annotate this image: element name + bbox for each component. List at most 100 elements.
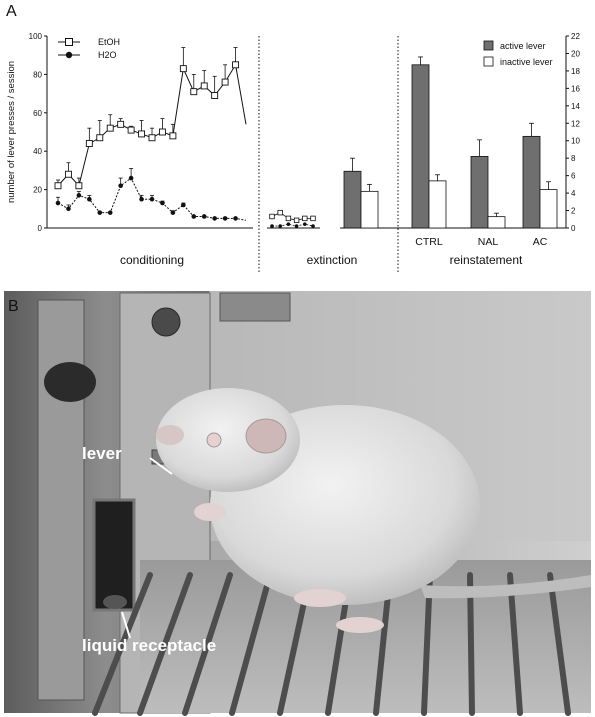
receptacle-opening xyxy=(92,498,136,612)
right-tick-label: 6 xyxy=(571,172,576,181)
legend-h2o-marker xyxy=(65,51,73,59)
point-h2o xyxy=(160,200,165,206)
bar-active xyxy=(411,64,430,229)
extinction-point-h2o xyxy=(311,224,315,228)
point-h2o xyxy=(97,210,103,215)
bar-inactive xyxy=(539,189,558,229)
section-conditioning: conditioning xyxy=(120,253,184,267)
right-tick-label: 2 xyxy=(571,207,576,216)
point-etoh xyxy=(221,78,229,86)
point-etoh xyxy=(211,92,219,99)
point-h2o xyxy=(128,175,134,181)
legend-etoh-marker xyxy=(65,38,73,46)
point-h2o xyxy=(139,196,144,202)
extinction-plot xyxy=(269,209,316,228)
right-tick-label: 22 xyxy=(571,32,580,41)
lever-pointer xyxy=(149,457,173,475)
right-tick-label: 4 xyxy=(571,189,576,198)
bar-category-label: AC xyxy=(533,236,548,248)
right-tick-label: 18 xyxy=(571,67,580,76)
point-etoh xyxy=(127,126,135,134)
label-lever: lever xyxy=(82,444,122,463)
bar-inactive xyxy=(428,180,447,229)
conditioning-plot xyxy=(54,47,247,221)
legend-etoh: EtOH xyxy=(98,37,120,47)
panel-rail xyxy=(37,299,85,701)
rat-head xyxy=(156,388,300,492)
rat-snout xyxy=(156,425,184,445)
cue-light xyxy=(44,362,96,402)
point-etoh xyxy=(148,134,156,142)
point-h2o xyxy=(222,216,228,221)
bar-active xyxy=(343,170,362,229)
point-etoh xyxy=(64,170,72,178)
point-etoh xyxy=(54,182,62,190)
extinction-point-h2o xyxy=(294,224,299,228)
point-etoh xyxy=(75,182,83,190)
point-etoh xyxy=(85,140,93,147)
legend-h2o: H2O xyxy=(98,50,117,60)
extinction-point-etoh xyxy=(277,209,283,216)
point-h2o xyxy=(76,193,82,198)
left-tick-label: 20 xyxy=(33,186,42,195)
point-etoh xyxy=(117,120,125,128)
legend-active-swatch xyxy=(483,40,494,51)
bar-active xyxy=(522,135,541,229)
extinction-point-etoh xyxy=(310,215,316,222)
extinction-point-h2o xyxy=(278,224,283,228)
point-etoh xyxy=(96,134,104,142)
left-tick-label: 60 xyxy=(33,109,42,118)
right-tick-label: 12 xyxy=(571,119,580,128)
label-liquid-receptacle: liquid receptacle xyxy=(82,636,216,655)
point-h2o xyxy=(66,206,71,212)
left-tick-label: 100 xyxy=(29,32,43,41)
y-axis-title: number of lever presses / session xyxy=(6,61,17,203)
rat-tail xyxy=(420,575,591,599)
extinction-point-h2o xyxy=(303,222,307,226)
rat-forepaw xyxy=(194,503,226,521)
bar-legend: active lever inactive lever xyxy=(483,40,553,67)
right-tick-label: 16 xyxy=(571,84,580,93)
rat-hindpaw-2 xyxy=(336,617,384,633)
photo-panel: lever liquid receptacle xyxy=(4,291,591,716)
receptacle-cup xyxy=(103,595,127,609)
point-etoh xyxy=(138,130,146,138)
section-extinction: extinction xyxy=(307,253,358,267)
series-line-etoh xyxy=(57,63,247,187)
right-tick-label: 0 xyxy=(571,224,576,233)
legend-inactive-swatch xyxy=(483,56,494,67)
point-etoh xyxy=(169,132,177,140)
extinction-point-h2o xyxy=(270,224,274,228)
point-h2o xyxy=(170,210,176,215)
bar-active xyxy=(470,156,489,229)
rat-ear xyxy=(245,418,287,454)
point-etoh xyxy=(158,128,166,136)
extinction-point-etoh xyxy=(302,215,308,222)
point-etoh xyxy=(200,82,208,90)
right-tick-label: 10 xyxy=(571,137,580,146)
section-reinstatement: reinstatement xyxy=(450,253,523,267)
rat xyxy=(156,388,591,633)
point-h2o xyxy=(118,183,123,189)
right-tick-label: 8 xyxy=(571,154,576,163)
line-legend: EtOH H2O xyxy=(58,37,120,60)
right-tick-label: 14 xyxy=(571,102,580,111)
top-bracket xyxy=(219,292,291,322)
panel-b-letter: B xyxy=(8,298,19,315)
panel-a-letter: A xyxy=(6,3,17,20)
point-h2o xyxy=(55,200,61,206)
bar-category-label: NAL xyxy=(478,236,499,248)
legend-active: active lever xyxy=(500,41,546,51)
left-y-axis: 0 20 40 60 80 100 xyxy=(29,32,320,233)
legend-inactive: inactive lever xyxy=(500,57,553,67)
bar-inactive xyxy=(360,190,379,229)
left-tick-label: 80 xyxy=(33,70,42,79)
extinction-point-etoh xyxy=(269,213,275,220)
point-h2o xyxy=(149,196,155,202)
left-tick-label: 0 xyxy=(38,224,43,233)
point-h2o xyxy=(191,214,197,219)
point-etoh xyxy=(179,65,187,73)
point-h2o xyxy=(87,196,92,202)
point-h2o xyxy=(107,210,113,215)
